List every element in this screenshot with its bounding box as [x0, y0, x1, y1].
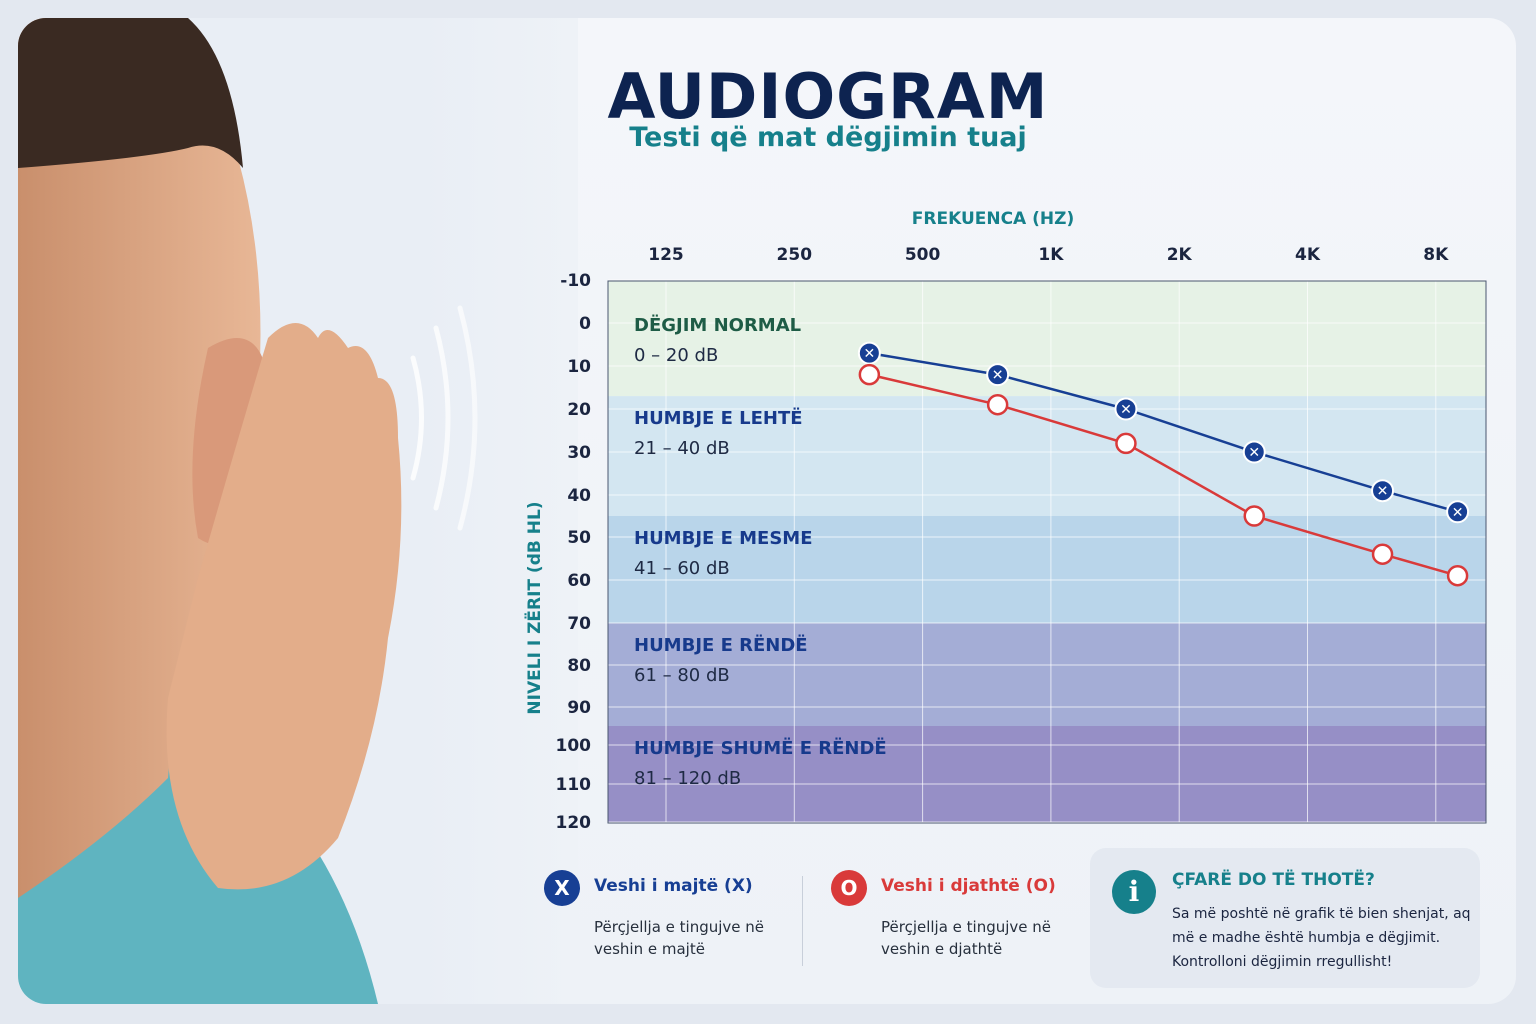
- x-tick-label: 1K: [1038, 245, 1064, 265]
- band-name-4: HUMBJE SHUMË E RËNDË: [634, 737, 887, 759]
- info-text: Sa më poshtë në grafik të bien shenjat, …: [1172, 906, 1471, 970]
- info-icon: i: [1112, 870, 1156, 914]
- band-2: [608, 516, 1486, 623]
- legend-left-description: Përçjellja e tingujve në veshin e majtë: [594, 918, 765, 958]
- band-name-1: HUMBJE E LEHTË: [634, 407, 803, 429]
- band-name-0: DËGJIM NORMAL: [634, 314, 801, 336]
- x-marker-glyph: ✕: [992, 368, 1004, 384]
- x-axis-title: FREKUENCA (HZ): [912, 209, 1074, 229]
- series-line-right-ear: [869, 373, 1458, 577]
- audiogram-card: AUDIOGRAM Testi që mat dëgjimin tuaj FRE…: [18, 18, 1516, 1004]
- legend-right-description: Përçjellja e tingujve në veshin e djatht…: [881, 918, 1052, 958]
- x-marker-icon: [1242, 440, 1266, 464]
- x-marker-glyph: ✕: [863, 346, 875, 362]
- x-marker-glyph: ✕: [1452, 505, 1464, 521]
- y-axis-title: NIVELI I ZËRIT (dB HL): [523, 501, 545, 714]
- right-ear-point: [1371, 543, 1394, 565]
- x-marker-icon: [1114, 397, 1138, 421]
- band-4: [608, 726, 1486, 822]
- left-ear-point: ✕: [986, 363, 1010, 387]
- series-line-left-ear: [869, 351, 1458, 514]
- x-tick-label: 250: [777, 245, 813, 265]
- right-ear-point: [1243, 505, 1266, 527]
- band-name-3: HUMBJE E RËNDË: [634, 634, 808, 656]
- band-labels: DËGJIM NORMAL 0 – 20 dB HUMBJE E LEHTË 21 –…: [634, 314, 887, 789]
- x-marker-icon: [1371, 479, 1395, 503]
- x-tick-label: 500: [905, 245, 941, 265]
- listening-man-image: [18, 18, 578, 1004]
- x-tick-label: 4K: [1295, 245, 1321, 265]
- legend-right-title: Veshi i djathtë (O): [881, 876, 1056, 896]
- band-range-3: 61 – 80 dB: [634, 665, 730, 686]
- left-ear-point: ✕: [1242, 440, 1266, 464]
- y-tick-label: 50: [567, 528, 591, 548]
- band-range-4: 81 – 120 dB: [634, 768, 741, 789]
- y-tick-label: 80: [567, 656, 591, 676]
- x-marker-glyph: ✕: [1248, 445, 1260, 461]
- y-tick-label: 40: [567, 486, 591, 506]
- o-marker-icon: O: [831, 870, 867, 906]
- plot-frame: [607, 280, 1487, 824]
- severity-bands: [608, 280, 1486, 822]
- x-tick-label: 8K: [1423, 245, 1449, 265]
- x-marker-glyph: ✕: [1120, 402, 1132, 418]
- x-tick-label: 2K: [1167, 245, 1193, 265]
- band-3: [608, 623, 1486, 726]
- x-marker-icon: X: [544, 870, 580, 906]
- band-0: [608, 280, 1486, 397]
- y-tick-label: 10: [567, 357, 591, 377]
- band-range-1: 21 – 40 dB: [634, 438, 730, 459]
- left-ear-point: ✕: [1371, 479, 1395, 503]
- y-tick-label: 0: [579, 314, 591, 334]
- y-tick-label: 30: [567, 443, 591, 463]
- legend-left-title: Veshi i majtë (X): [594, 876, 753, 896]
- x-marker-glyph: ✕: [1377, 484, 1389, 500]
- band-name-2: HUMBJE E MESME: [634, 528, 813, 549]
- y-tick-label: 20: [567, 400, 591, 420]
- audiogram-chart: FREKUENCA (HZ) NIVELI I ZËRIT (dB HL) 12…: [523, 209, 1487, 833]
- band-range-2: 41 – 60 dB: [634, 558, 730, 579]
- right-ear-point: [1446, 564, 1469, 587]
- page-title: AUDIOGRAM: [607, 60, 1049, 133]
- x-marker-icon: [986, 363, 1010, 387]
- left-ear-point: ✕: [857, 341, 881, 365]
- y-tick-label: 120: [556, 813, 592, 833]
- x-marker-icon: [1446, 500, 1470, 524]
- left-ear-point: ✕: [1446, 500, 1470, 524]
- page-subtitle: Testi që mat dëgjimin tuaj: [629, 122, 1027, 153]
- y-tick-label: 100: [556, 736, 592, 756]
- y-tick-labels: -10 0 10 20 30 40 50 60 70 80 90 100 110 120: [556, 271, 592, 833]
- right-ear-point: [858, 363, 881, 386]
- y-tick-label: 70: [567, 614, 591, 634]
- series-layer: ✕ ✕ ✕ ✕ ✕ ✕: [857, 341, 1470, 587]
- y-tick-label: 90: [567, 698, 591, 718]
- chart-grid: [608, 279, 1486, 823]
- band-1: [608, 396, 1486, 516]
- right-ear-point: [986, 393, 1009, 416]
- info-title: ÇFARË DO TË THOTË?: [1172, 870, 1375, 890]
- x-tick-label: 125: [648, 245, 684, 265]
- info-box: i ÇFARË DO TË THOTË? Sa më poshtë në gra…: [1090, 848, 1480, 988]
- x-tick-labels: 125 250 500 1K 2K 4K 8K: [648, 245, 1449, 265]
- band-range-0: 0 – 20 dB: [634, 345, 718, 366]
- right-ear-point: [1115, 432, 1137, 455]
- y-tick-label: 60: [567, 571, 591, 591]
- legend-divider: [802, 876, 803, 966]
- y-tick-label: 110: [556, 775, 592, 795]
- x-marker-icon: [857, 341, 881, 365]
- y-tick-label: -10: [560, 271, 591, 291]
- left-ear-point: ✕: [1114, 397, 1138, 421]
